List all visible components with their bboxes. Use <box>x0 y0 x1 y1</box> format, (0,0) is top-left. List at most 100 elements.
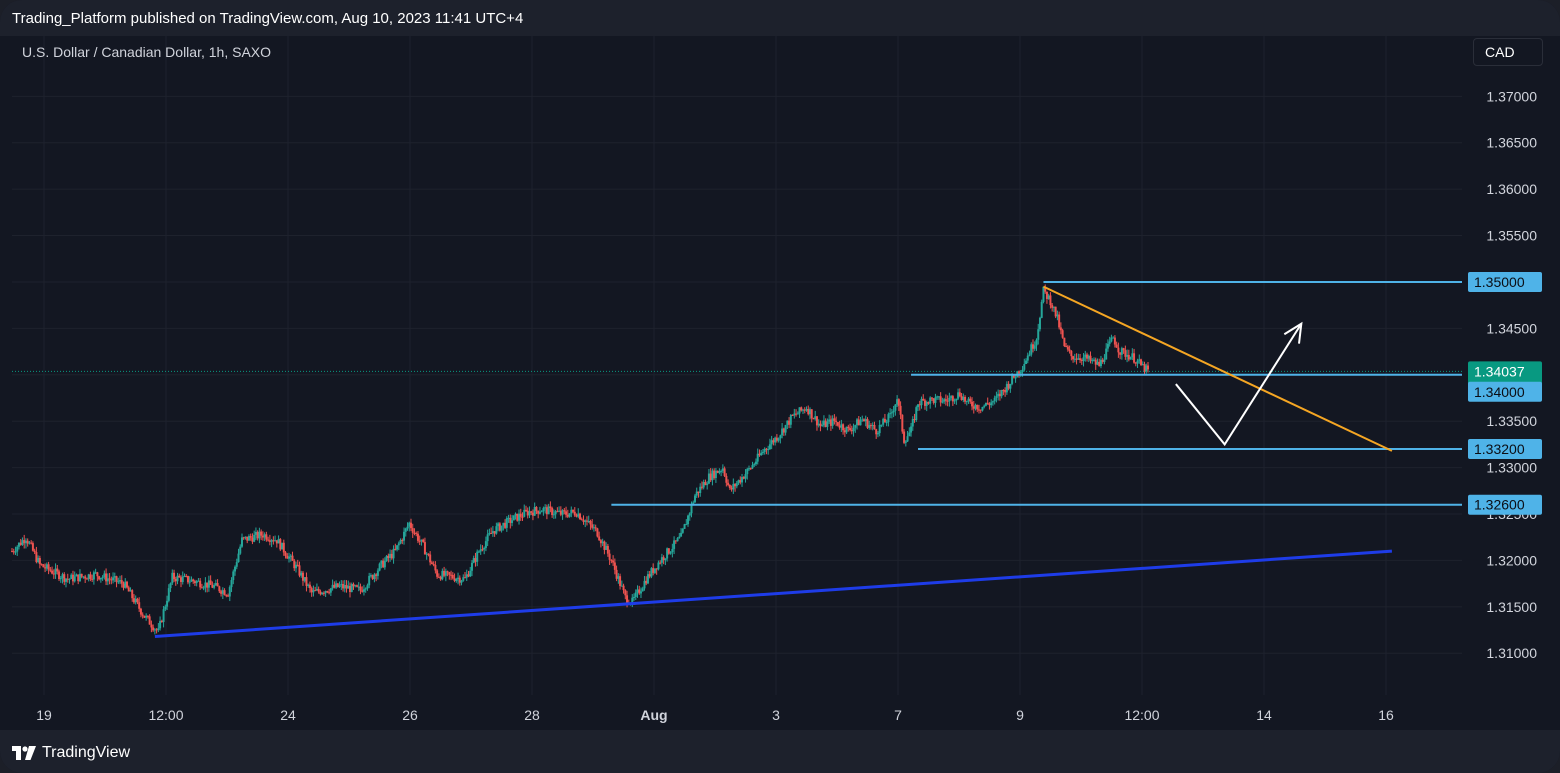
candle-body <box>387 555 390 559</box>
candle-body <box>324 591 327 594</box>
candle-body <box>1025 360 1028 364</box>
candle-body <box>697 491 700 494</box>
candle-body <box>592 527 595 529</box>
candle-body <box>1004 389 1007 393</box>
candle-body <box>742 477 745 479</box>
candle-body <box>704 482 707 486</box>
candle-body <box>183 575 186 577</box>
candle-body <box>754 461 757 465</box>
candle-body <box>232 571 235 581</box>
candle-body <box>331 584 334 589</box>
level-tag: 1.33200 <box>1474 441 1525 457</box>
candle-body <box>68 578 71 580</box>
candle-body <box>866 419 869 428</box>
candle-body <box>383 560 386 568</box>
candle-body <box>443 570 446 576</box>
candle-body <box>49 569 52 571</box>
chart-area[interactable] <box>0 36 1560 730</box>
candle-body <box>852 427 855 432</box>
candle-body <box>359 586 362 591</box>
candle-body <box>504 522 507 528</box>
candle-body <box>1136 360 1139 364</box>
candle-body <box>847 426 850 429</box>
candle-body <box>523 509 526 517</box>
candle-body <box>28 542 31 544</box>
candle-body <box>556 511 559 513</box>
candle-body <box>1147 365 1149 370</box>
candle-body <box>568 513 571 517</box>
candle-body <box>237 553 240 563</box>
candle-body <box>817 423 820 426</box>
candle-body <box>680 532 683 537</box>
candle-body <box>206 582 209 588</box>
candle-body <box>953 400 956 402</box>
candle-body <box>235 562 238 567</box>
candle-body <box>1084 354 1087 358</box>
candle-body <box>871 425 874 427</box>
tradingview-logo[interactable]: TradingView <box>12 744 130 762</box>
published-caption: Trading_Platform published on TradingVie… <box>12 10 524 27</box>
candle-body <box>1042 286 1045 302</box>
candle-body <box>929 397 932 404</box>
candle-body <box>887 414 890 423</box>
candle-body <box>598 536 601 541</box>
candle-body <box>936 396 939 398</box>
candle-body <box>883 418 886 423</box>
candle-body <box>528 511 531 516</box>
candle-body <box>1054 306 1057 317</box>
candle-body <box>930 397 933 399</box>
candle-body <box>87 574 90 580</box>
candle-body <box>420 539 423 541</box>
x-tick-label: 19 <box>36 707 52 723</box>
candle-body <box>274 540 277 542</box>
candle-body <box>1047 295 1050 299</box>
candle-body <box>361 590 364 592</box>
candle-body <box>162 609 165 623</box>
candle-body <box>1113 337 1116 345</box>
candle-body <box>51 570 54 574</box>
candle-body <box>26 540 29 544</box>
candle-body <box>54 568 57 575</box>
candle-body <box>150 624 153 628</box>
candle-body <box>526 510 529 516</box>
candle-body <box>962 396 965 400</box>
symbol-title[interactable]: U.S. Dollar / Canadian Dollar, 1h, SAXO <box>22 44 272 60</box>
candle-body <box>42 564 45 568</box>
candle-body <box>873 425 876 430</box>
candle-body <box>944 399 947 401</box>
candle-body <box>434 564 437 571</box>
candle-body <box>544 507 547 509</box>
candle-body <box>507 517 510 519</box>
candle-body <box>141 614 144 616</box>
candle-body <box>1122 348 1125 351</box>
candle-body <box>904 441 907 443</box>
candle-body <box>864 419 867 422</box>
candle-body <box>601 541 604 544</box>
candle-body <box>61 574 64 579</box>
currency-button[interactable]: CAD <box>1473 38 1543 66</box>
candle-body <box>584 520 587 522</box>
candle-body <box>838 425 841 428</box>
candle-body <box>633 596 636 598</box>
candle-body <box>136 598 139 603</box>
x-tick-label: 16 <box>1378 707 1394 723</box>
candle-body <box>645 580 648 584</box>
candle-body <box>937 396 940 398</box>
candle-body <box>927 402 930 404</box>
candle-body <box>425 553 428 555</box>
candle-body <box>138 602 141 609</box>
candle-body <box>580 519 583 521</box>
price-chart[interactable]: 1.310001.315001.320001.325001.330001.335… <box>0 36 1560 730</box>
candle-body <box>537 510 540 514</box>
candle-body <box>167 588 170 601</box>
candle-body <box>868 425 871 428</box>
candle-body <box>308 584 311 589</box>
candle-body <box>652 568 655 573</box>
candle-body <box>406 526 409 529</box>
candle-body <box>357 586 360 588</box>
candle-body <box>247 536 250 541</box>
candle-body <box>798 407 801 414</box>
candle-body <box>11 551 13 553</box>
candle-body <box>364 588 367 590</box>
